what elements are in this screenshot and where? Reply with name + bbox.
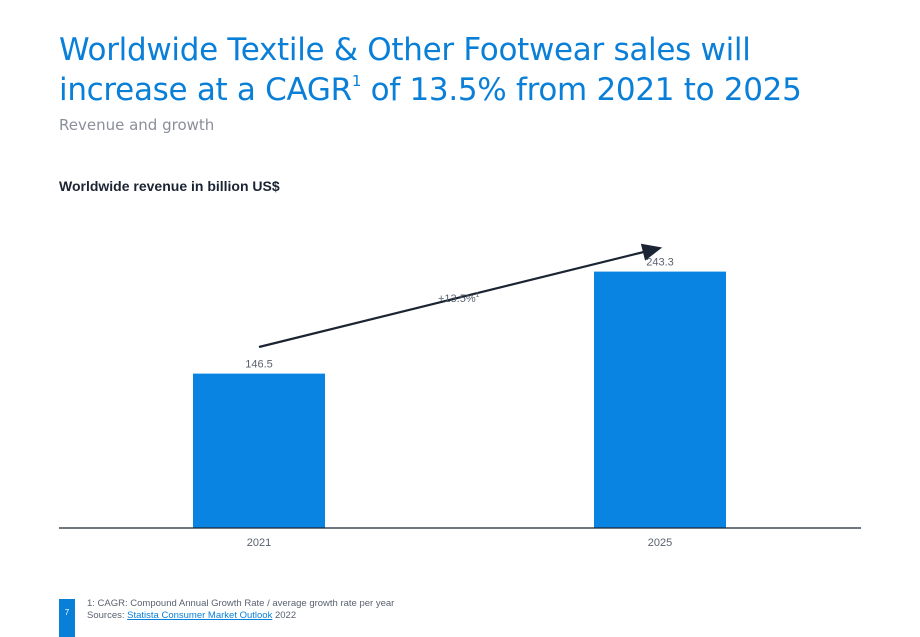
sources-prefix: Sources: bbox=[87, 610, 128, 621]
title-footnote-marker: 1 bbox=[351, 72, 362, 90]
sources-line: Sources: Statista Consumer Market Outloo… bbox=[87, 610, 394, 622]
growth-arrow bbox=[258, 243, 663, 349]
page-title: Worldwide Textile & Other Footwear sales… bbox=[59, 30, 879, 110]
sources-link[interactable]: Statista Consumer Market Outlook bbox=[127, 610, 273, 621]
value-label-2025: 243.3 bbox=[646, 257, 674, 269]
title-tail: of 13.5% from 2021 to 2025 bbox=[361, 72, 802, 108]
x-tick-label-2025: 2025 bbox=[648, 537, 672, 549]
cagr-footnote: 1: CAGR: Compound Annual Growth Rate / a… bbox=[87, 598, 395, 609]
title-main: Worldwide Textile & Other Footwear sales… bbox=[59, 32, 751, 108]
x-tick-label-2021: 2021 bbox=[247, 537, 271, 549]
page-number-badge: 7 bbox=[59, 599, 75, 637]
bar-2025 bbox=[594, 271, 726, 528]
value-label-2021: 146.5 bbox=[245, 359, 273, 371]
sources-suffix: 2022 bbox=[272, 610, 297, 621]
growth-annotation: +13.5%1 bbox=[438, 292, 480, 305]
page-subtitle: Revenue and growth bbox=[59, 116, 215, 134]
footnote-block: 1: CAGR: Compound Annual Growth Rate / a… bbox=[87, 598, 394, 622]
bar-2021 bbox=[193, 373, 325, 528]
chart-caption: Worldwide revenue in billion US$ bbox=[59, 178, 280, 194]
